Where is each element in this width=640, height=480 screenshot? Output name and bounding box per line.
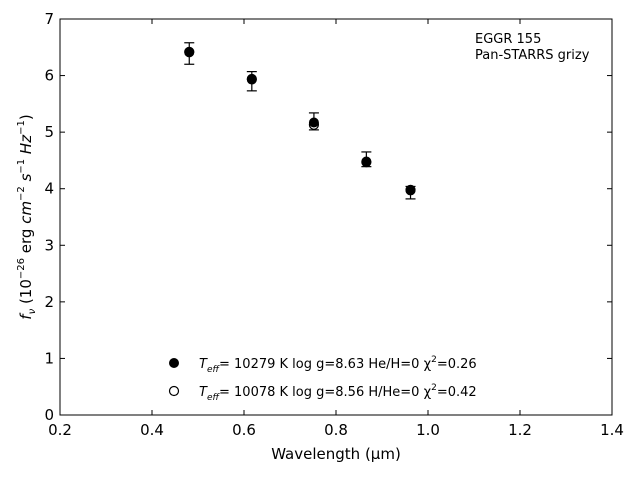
y-label-part: ν — [27, 308, 38, 314]
y-tick-label: 1 — [44, 349, 54, 367]
model-point-filled — [184, 47, 195, 58]
plot-annotation: EGGR 155 Pan-STARRS grizy — [475, 32, 590, 63]
y-label-part: s — [17, 173, 35, 181]
legend-entry-filled: Teff= 10279 K log g=8.63 He/H=0 χ2=0.26 — [199, 355, 477, 375]
x-tick-label: 1.0 — [416, 421, 440, 439]
legend-part: = 10279 K log g=8.63 He/H=0 χ — [219, 357, 432, 372]
legend-part: =0.26 — [437, 357, 477, 372]
y-label-part: −1 — [16, 120, 27, 135]
y-label-part: (10 — [17, 279, 35, 309]
y-label-part: cm — [17, 201, 35, 224]
legend-marker-filled — [169, 358, 179, 368]
model-point-filled — [308, 117, 319, 128]
legend-part: T — [199, 357, 208, 372]
y-label-part: ) — [17, 114, 35, 120]
y-axis: 0 1 2 3 4 5 6 7 — [44, 10, 612, 424]
legend-entry-open: Teff= 10078 K log g=8.56 H/He=0 χ2=0.42 — [199, 383, 477, 403]
legend-part: 2 — [431, 355, 437, 365]
legend-part: = 10078 K log g=8.56 H/He=0 χ — [219, 385, 432, 400]
legend-part: =0.42 — [437, 385, 477, 400]
series-filled-markers — [184, 47, 416, 196]
y-tick-label: 5 — [44, 123, 54, 141]
y-axis-label: fν (10−26 erg cm−2 s−1 Hz−1) — [16, 114, 38, 319]
model-point-filled — [405, 185, 416, 196]
y-tick-label: 7 — [44, 10, 54, 28]
y-label-part: −1 — [16, 159, 27, 174]
model-point-filled — [361, 156, 372, 167]
x-tick-label: 0.4 — [140, 421, 164, 439]
y-tick-label: 4 — [44, 180, 54, 198]
annotation-survey: Pan-STARRS grizy — [475, 48, 590, 63]
y-label-part: erg — [17, 224, 35, 258]
legend-part: eff — [207, 393, 221, 403]
x-axis-label: Wavelength (μm) — [271, 445, 401, 463]
x-axis: 0.2 0.4 0.6 0.8 1.0 1.2 1.4 — [48, 19, 624, 439]
legend-part: 2 — [431, 383, 437, 393]
x-tick-label: 0.6 — [232, 421, 256, 439]
x-tick-label: 1.2 — [508, 421, 532, 439]
legend: Teff= 10279 K log g=8.63 He/H=0 χ2=0.26 … — [168, 355, 477, 403]
legend-part: eff — [207, 365, 221, 375]
y-label-part: f — [17, 312, 35, 320]
y-tick-label: 0 — [44, 406, 54, 424]
y-tick-label: 6 — [44, 67, 54, 85]
y-label-part: Hz — [17, 134, 35, 154]
x-tick-label: 1.4 — [600, 421, 624, 439]
annotation-star-name: EGGR 155 — [475, 32, 541, 47]
y-label-part: −26 — [16, 258, 27, 279]
y-label-part: −2 — [16, 186, 27, 201]
x-tick-label: 0.2 — [48, 421, 72, 439]
y-tick-label: 3 — [44, 236, 54, 254]
legend-part: T — [199, 385, 208, 400]
legend-marker-open — [168, 385, 180, 397]
x-tick-label: 0.8 — [324, 421, 348, 439]
y-tick-label: 2 — [44, 293, 54, 311]
model-point-filled — [246, 74, 257, 85]
